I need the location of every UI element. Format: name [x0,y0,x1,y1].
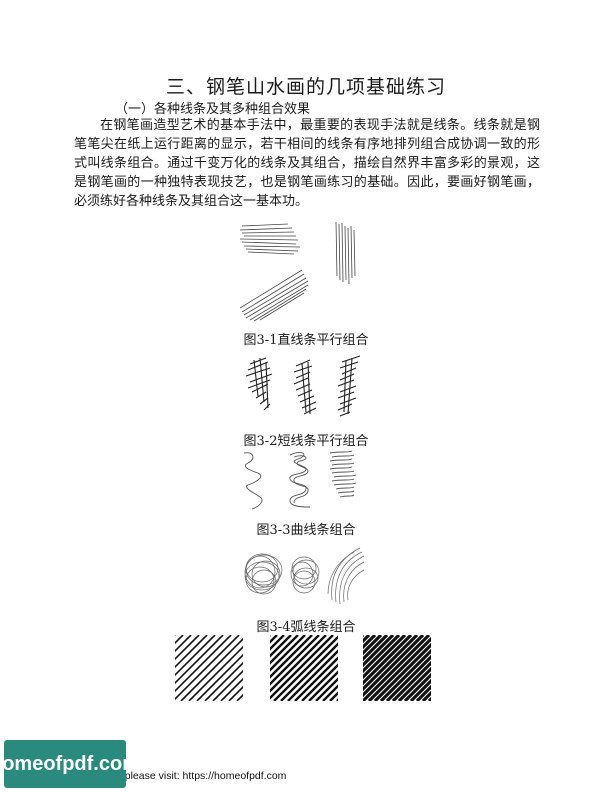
figure-straight-lines [239,221,356,322]
body-paragraph: 在钢笔画造型艺术的基本手法中，最重要的表现手法就是线条。线条就是钢笔笔尖在纸上运… [74,118,540,209]
figure-caption: 图3-4弧线条组合 [256,620,356,635]
site-badge[interactable]: homeofpdf.com [0,740,140,788]
figure-caption: 图3-2短线条平行组合 [243,434,369,449]
figure-curved-lines [243,450,357,510]
section-heading: （一）各种线条及其多种组合效果 [115,102,311,117]
footer-text: e please visit: https://homeofpdf.com [116,770,287,782]
figure-caption: 图3-3曲线条组合 [256,523,356,538]
page-title: 三、钢笔山水画的几项基础练习 [165,76,446,98]
figure-short-lines [245,355,361,417]
hatch-pattern-medium [270,635,338,701]
hatch-pattern-light [175,635,243,701]
figure-caption: 图3-1直线条平行组合 [243,333,369,348]
hatch-pattern-dense [363,635,431,701]
figure-arc-lines [244,547,365,605]
